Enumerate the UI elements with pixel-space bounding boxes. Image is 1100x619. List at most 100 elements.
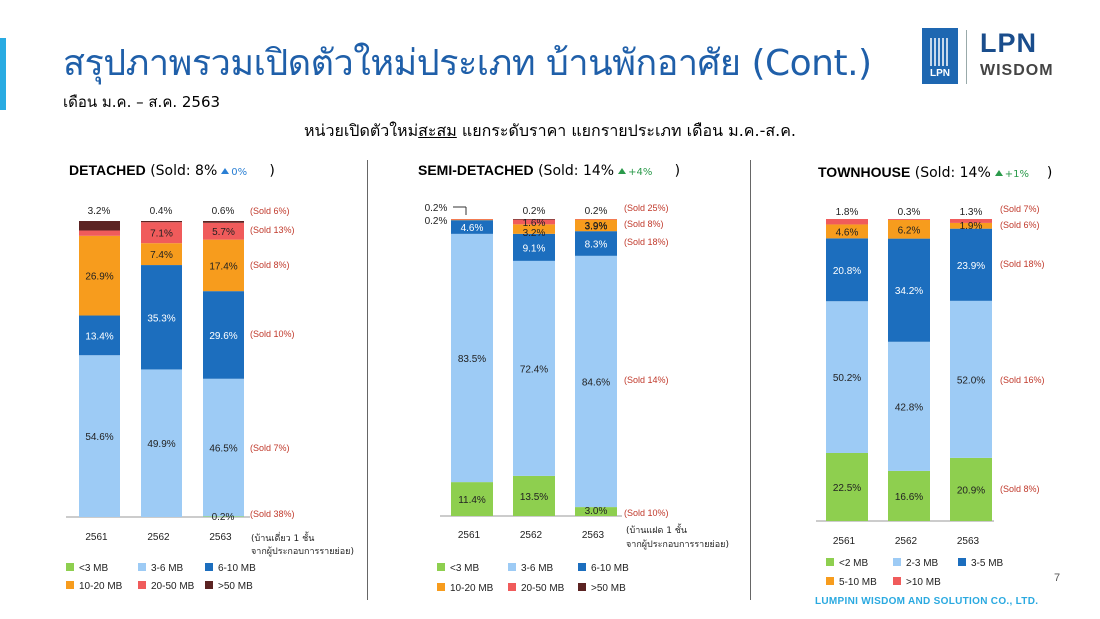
bar-segment-2-3-mb bbox=[950, 300, 992, 458]
legend-swatch bbox=[205, 581, 213, 589]
page-title: สรุปภาพรวมเปิดตัวใหม่ประเภท บ้านพักอาศัย… bbox=[63, 43, 872, 84]
legend-swatch bbox=[826, 558, 834, 566]
data-label: 7.1% bbox=[150, 229, 173, 240]
bar-segment-3-5-mb bbox=[888, 238, 930, 342]
page-number: 7 bbox=[1054, 572, 1061, 584]
data-label: 4.6% bbox=[836, 227, 859, 238]
legend-label: <3 MB bbox=[450, 563, 480, 574]
data-label: 54.6% bbox=[85, 432, 113, 443]
bar-segment--3-mb bbox=[513, 475, 555, 516]
legend-swatch bbox=[508, 583, 516, 591]
divider bbox=[750, 160, 751, 600]
up-arrow-icon bbox=[994, 170, 1003, 176]
heading-pre: หน่วยเปิดตัวใหม่ bbox=[303, 121, 419, 140]
data-label: 13.5% bbox=[520, 492, 548, 503]
lpn-logo: LPN LPN WISDOM bbox=[922, 28, 1072, 88]
legend-swatch bbox=[66, 581, 74, 589]
legend-label: >50 MB bbox=[218, 581, 253, 592]
bar-segment--10-mb bbox=[950, 219, 992, 223]
legend-label: 10-20 MB bbox=[450, 583, 494, 594]
bar-segment-5-10-mb bbox=[826, 224, 868, 239]
legend-swatch bbox=[578, 583, 586, 591]
chart-title-detached: DETACHED (Sold: 8% 0% ) bbox=[69, 162, 275, 179]
legend-swatch bbox=[66, 563, 74, 571]
bar-segment-10-20-mb bbox=[575, 219, 617, 232]
bar-segment-3-5-mb bbox=[826, 238, 868, 302]
data-label: 0.2% bbox=[425, 203, 448, 214]
bar-segment--2-mb bbox=[826, 452, 868, 521]
data-label: 46.5% bbox=[209, 444, 237, 455]
bar-segment-3-6-mb bbox=[79, 355, 120, 517]
x-tick-label: 2562 bbox=[895, 536, 918, 547]
up-arrow-icon bbox=[618, 168, 627, 174]
data-label: 29.6% bbox=[209, 331, 237, 342]
data-label: 34.2% bbox=[895, 286, 923, 297]
bar-segment--10-mb bbox=[826, 219, 868, 225]
data-label: 7.4% bbox=[150, 250, 173, 261]
bar-segment-6-10-mb bbox=[451, 220, 493, 234]
data-label: 3.2% bbox=[523, 228, 546, 239]
sold-annotation: (Sold 18%) bbox=[624, 237, 669, 247]
heading-post: แยกระดับราคา แยกรายประเภท เดือน ม.ค.-ส.ค… bbox=[456, 121, 796, 140]
divider bbox=[367, 160, 368, 600]
x-tick-label: 2563 bbox=[957, 536, 980, 547]
legend-label: 3-6 MB bbox=[151, 563, 184, 574]
bar-segment-6-10-mb bbox=[141, 265, 182, 370]
bar-segment--10-mb bbox=[888, 219, 930, 220]
legend-label: 6-10 MB bbox=[218, 563, 256, 574]
sold-annotation: (Sold 8%) bbox=[1000, 484, 1040, 494]
legend-label: 2-3 MB bbox=[906, 558, 939, 569]
bar-segment-3-5-mb bbox=[950, 228, 992, 301]
up-arrow-icon bbox=[221, 168, 230, 174]
bar-segment--50-mb bbox=[79, 221, 120, 231]
data-label: 84.6% bbox=[582, 377, 610, 388]
bar-segment-20-50-mb bbox=[575, 219, 617, 220]
data-label: 23.9% bbox=[957, 261, 985, 272]
chart-title-semi-detached: SEMI-DETACHED (Sold: 14% +4% ) bbox=[418, 162, 681, 179]
bar-segment-20-50-mb bbox=[203, 222, 244, 240]
sold-annotation: (Sold 10%) bbox=[624, 508, 669, 518]
sold-annotation: (Sold 38%) bbox=[250, 509, 295, 519]
data-label: 3.9% bbox=[585, 221, 608, 232]
data-label: 72.4% bbox=[520, 364, 548, 375]
sold-annotation: (Sold 7%) bbox=[1000, 204, 1040, 214]
sold-annotation: (Sold 6%) bbox=[1000, 220, 1040, 230]
x-tick-label: 2561 bbox=[458, 530, 481, 541]
legend-swatch bbox=[893, 558, 901, 566]
data-label: 35.3% bbox=[147, 313, 175, 324]
legend-swatch bbox=[138, 581, 146, 589]
note-text: (บ้านเดี่ยว 1 ชั้น bbox=[251, 531, 314, 544]
bar-segment--50-mb bbox=[513, 219, 555, 220]
legend-swatch bbox=[508, 563, 516, 571]
page-subtitle: เดือน ม.ค. – ส.ค. 2563 bbox=[63, 93, 221, 111]
bar-segment-20-50-mb bbox=[141, 222, 182, 244]
bar-segment-20-50-mb bbox=[513, 219, 555, 225]
x-tick-label: 2562 bbox=[520, 530, 543, 541]
logo-name: LPN bbox=[980, 28, 1037, 58]
bar-segment--3-mb bbox=[451, 482, 493, 516]
bar-segment-10-20-mb bbox=[203, 239, 244, 292]
bar-segment-6-10-mb bbox=[513, 233, 555, 261]
data-label: 1.8% bbox=[836, 207, 859, 218]
sold-annotation: (Sold 7%) bbox=[250, 443, 290, 453]
sold-annotation: (Sold 10%) bbox=[250, 329, 295, 339]
sold-annotation: (Sold 8%) bbox=[624, 219, 664, 229]
x-tick-label: 2561 bbox=[833, 536, 856, 547]
data-label: 3.9% bbox=[585, 221, 608, 232]
data-label: 0.3% bbox=[898, 207, 921, 218]
legend-label: <3 MB bbox=[79, 563, 109, 574]
data-label: 83.5% bbox=[458, 354, 486, 365]
data-label: 42.8% bbox=[895, 402, 923, 413]
sold-annotation: (Sold 25%) bbox=[624, 203, 669, 213]
bar-segment-3-6-mb bbox=[575, 255, 617, 508]
bar-segment-10-20-mb bbox=[79, 235, 120, 316]
chart-title-townhouse: TOWNHOUSE (Sold: 14% +1% ) bbox=[818, 164, 1053, 181]
legend-swatch bbox=[958, 558, 966, 566]
data-label: 0.4% bbox=[150, 206, 173, 217]
x-tick-label: 2561 bbox=[85, 532, 108, 543]
sold-annotation: (Sold 14%) bbox=[624, 375, 669, 385]
bar-segment-2-3-mb bbox=[826, 301, 868, 453]
legend-swatch bbox=[437, 563, 445, 571]
data-label: 20.8% bbox=[833, 266, 861, 277]
